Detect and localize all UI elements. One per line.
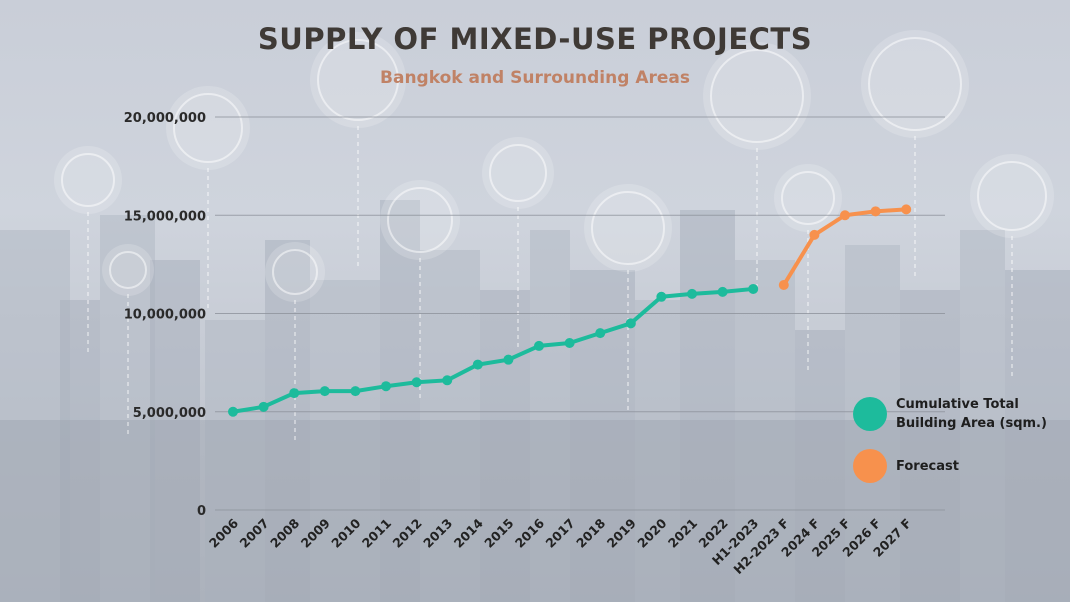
background-tech-icon — [61, 153, 115, 207]
x-tick-label: 2016 — [512, 515, 547, 550]
background-building — [380, 200, 420, 602]
data-point-cumulative — [534, 340, 544, 351]
x-tick-label: 2015 — [481, 516, 516, 551]
background-tech-icon — [109, 251, 147, 289]
background-building — [310, 280, 380, 602]
data-point-cumulative — [442, 375, 453, 386]
background-building — [480, 290, 530, 602]
background-building — [420, 250, 480, 602]
y-tick-label: 10,000,000 — [124, 308, 206, 323]
y-tick-label: 15,000,000 — [124, 209, 206, 224]
data-point-cumulative — [228, 406, 238, 417]
x-tick-label: 2018 — [573, 516, 608, 551]
background-building — [60, 300, 100, 602]
background-building — [1005, 270, 1070, 602]
data-point-forecast — [809, 229, 820, 240]
data-point-cumulative — [289, 388, 300, 399]
legend-label-forecast: Forecast — [896, 458, 959, 474]
background-building — [205, 320, 265, 602]
x-tick-label: 2006 — [206, 515, 241, 550]
data-point-cumulative — [411, 377, 422, 388]
x-tick-label: 2014 — [451, 515, 486, 550]
legend-item-forecast: Forecast — [853, 449, 1066, 483]
background-tech-icon — [868, 37, 962, 131]
background-building — [0, 230, 70, 602]
x-tick-label: 2011 — [359, 516, 394, 551]
background-tech-icon — [272, 249, 318, 295]
background-tech-icon-halo — [166, 86, 250, 170]
y-tick-label: 0 — [197, 504, 206, 519]
data-point-forecast — [870, 206, 881, 217]
data-point-cumulative — [717, 286, 728, 297]
background-tech-icon — [781, 171, 835, 225]
legend-label-cumulative: Cumulative Total Building Area (sqm.) — [896, 397, 1047, 431]
background-tech-icon — [489, 144, 547, 202]
background-building — [735, 260, 795, 602]
x-tick-label: 2012 — [390, 516, 425, 551]
background-building — [530, 230, 570, 602]
chart-subtitle: Bangkok and Surrounding Areas — [380, 68, 690, 88]
background-ground — [0, 420, 1070, 602]
data-point-cumulative — [687, 288, 697, 299]
y-tick-label: 5,000,000 — [133, 406, 206, 421]
data-point-cumulative — [595, 328, 606, 339]
background-tech-icon — [591, 191, 665, 265]
data-point-cumulative — [564, 337, 575, 348]
data-point-cumulative — [319, 386, 330, 397]
series-line-forecast — [781, 207, 909, 288]
x-tick-label: 2019 — [604, 516, 639, 551]
background-tech-icon-halo — [54, 146, 122, 214]
background-tech-icon — [977, 161, 1047, 231]
series-line-cumulative — [231, 286, 756, 414]
data-point-cumulative — [381, 381, 391, 392]
x-tick-label: 2007 — [237, 516, 272, 551]
background-tech-icon-halo — [482, 137, 554, 209]
background-building — [960, 230, 1005, 602]
background-building — [680, 210, 735, 602]
data-point-forecast — [778, 280, 789, 291]
x-tick-label: 2017 — [543, 516, 578, 551]
background-building — [900, 290, 960, 602]
data-point-forecast — [840, 210, 850, 221]
x-tick-label: 2009 — [298, 516, 333, 551]
chart-title: SUPPLY OF MIXED-USE PROJECTS — [257, 22, 813, 56]
background-building — [635, 300, 680, 602]
background-tech-icon-halo — [970, 154, 1054, 238]
y-tick-label: 20,000,000 — [124, 111, 206, 126]
data-point-cumulative — [258, 401, 269, 412]
legend-swatch-forecast — [853, 449, 887, 483]
background-tech-icon — [387, 187, 453, 253]
legend-swatch-cumulative — [853, 397, 887, 431]
legend-item-cumulative: Cumulative Total Building Area (sqm.) — [853, 395, 1066, 433]
data-point-cumulative — [625, 318, 636, 329]
data-point-cumulative — [656, 291, 667, 302]
x-tick-label: 2021 — [665, 516, 700, 551]
background-building — [265, 240, 310, 602]
background-tech-icon-halo — [310, 32, 406, 128]
background-tech-icon — [710, 49, 804, 143]
x-tick-label: 2013 — [420, 516, 455, 551]
background-tech-icon-halo — [584, 184, 672, 272]
data-point-cumulative — [472, 359, 483, 370]
background-tech-icon-halo — [380, 180, 460, 260]
background-building — [150, 260, 200, 602]
background-building — [795, 330, 845, 602]
x-tick-label: 2010 — [328, 515, 363, 550]
data-point-cumulative — [748, 283, 759, 294]
data-point-forecast — [901, 204, 912, 215]
x-tick-label: 2020 — [634, 515, 669, 550]
data-point-cumulative — [503, 354, 514, 365]
background-tech-icon — [173, 93, 243, 163]
background-tech-icon-halo — [861, 30, 969, 138]
x-tick-label: 2008 — [267, 516, 302, 551]
background-tech-icon — [317, 39, 399, 121]
background-tech-icon-halo — [703, 42, 811, 150]
data-point-cumulative — [350, 386, 361, 397]
